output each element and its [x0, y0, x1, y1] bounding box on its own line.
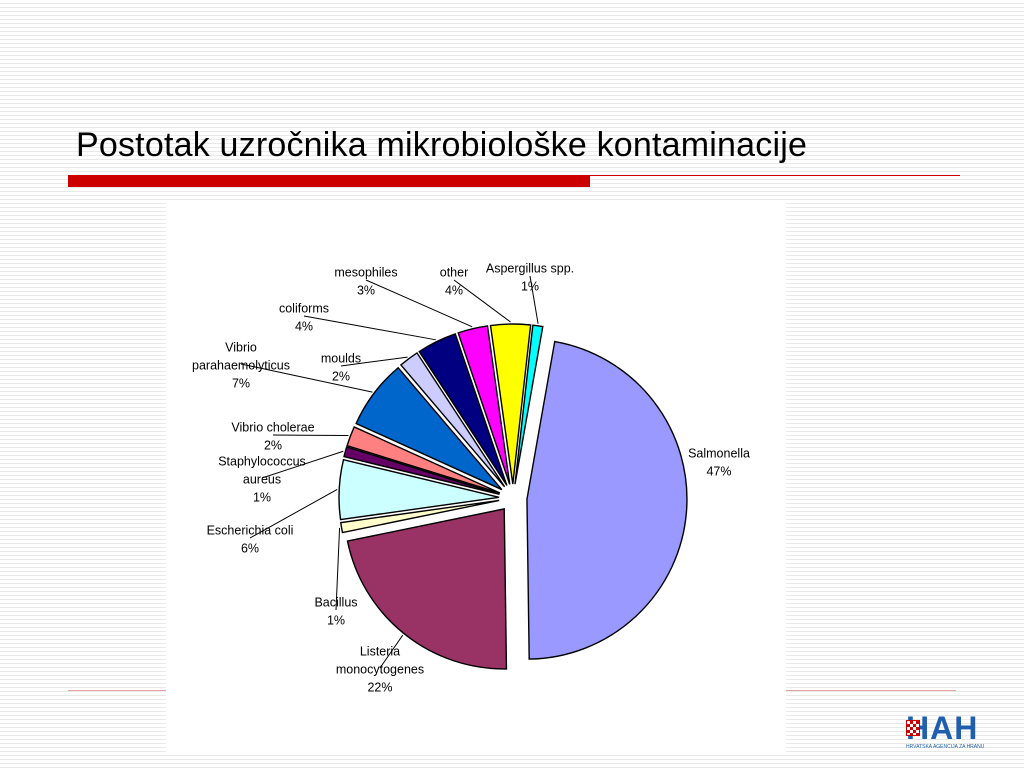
- pie-slice-escherichia-coli: [338, 458, 500, 521]
- pie-chart-panel: Salmonella 47% Listeria monocytogenes 22% Bac…: [166, 200, 786, 753]
- leader-line-listeria-monocytogenes: [379, 634, 404, 669]
- data-label-coliforms: coliforms 4%: [279, 301, 329, 333]
- data-label-escherichia-coli: Escherichia coli 6%: [207, 523, 294, 555]
- data-label-salmonella: Salmonella 47%: [688, 446, 750, 478]
- leader-line-bacillus: [335, 527, 341, 611]
- pie-slice-salmonella: [526, 340, 688, 660]
- pie-labels: Salmonella 47% Listeria monocytogenes 22% Bac…: [192, 261, 750, 694]
- leader-line-staphylococcus-aureus: [261, 450, 344, 479]
- pie-chart: Salmonella 47% Listeria monocytogenes 22% Bac…: [192, 261, 750, 694]
- data-label-mesophiles: mesophiles 3%: [334, 265, 397, 297]
- footer-line-left: [68, 690, 166, 691]
- slide-title: Postotak uzročnika mikrobiološke kontami…: [76, 126, 808, 164]
- data-label-other: other 4%: [440, 265, 469, 297]
- data-label-listeria-monocytogenes: Listeria monocytogenes 22%: [336, 644, 424, 694]
- croatian-checker-icon: [906, 720, 920, 736]
- data-label-moulds: moulds 2%: [321, 351, 361, 383]
- leader-line-mesophiles: [365, 279, 473, 328]
- title-underline-bar: [68, 175, 590, 187]
- pie-slice-aspergillus-spp: [514, 324, 544, 485]
- logo-subtitle: HRVATSKA AGENCIJA ZA HRANU: [906, 744, 985, 750]
- data-label-aspergillus-spp: Aspergillus spp. 1%: [486, 261, 574, 293]
- pie-slice-vibrio-cholerae: [346, 426, 501, 494]
- data-label-vibrio-parahaemolyticus: Vibrio parahaemolyticus 7%: [192, 340, 290, 390]
- data-label-vibrio-cholerae: Vibrio cholerae 2%: [231, 420, 314, 452]
- title-underline-line: [590, 175, 960, 176]
- leader-line-escherichia-coli: [249, 488, 338, 539]
- data-label-bacillus: Bacillus 1%: [314, 595, 357, 627]
- leader-line-aspergillus-spp: [529, 275, 539, 324]
- leader-line-vibrio-parahaemolyticus: [240, 363, 373, 393]
- pie-slice-bacillus: [339, 499, 500, 534]
- pie-slice-staphylococcus-aureus: [343, 446, 500, 495]
- pie-slice-listeria-monocytogenes: [346, 508, 508, 670]
- pie-slice-vibrio-parahaemolyticus: [355, 366, 503, 491]
- footer-line-right: [786, 690, 956, 691]
- pie-slice-coliforms: [418, 333, 508, 486]
- leader-line-moulds: [340, 356, 408, 367]
- pie-slices: [338, 323, 688, 670]
- pie-slice-moulds: [399, 351, 506, 488]
- hah-logo: HAH HRVATSKA AGENCIJA ZA HRANU: [904, 712, 1004, 752]
- pie-slice-other: [489, 323, 532, 485]
- pie-leader-lines: [240, 275, 539, 669]
- leader-line-vibrio-cholerae: [272, 434, 349, 437]
- pie-slice-mesophiles: [457, 325, 511, 485]
- leader-line-coliforms: [303, 315, 436, 341]
- data-label-staphylococcus-aureus: Staphylococcus aureus 1%: [218, 454, 306, 504]
- leader-line-other: [453, 279, 511, 323]
